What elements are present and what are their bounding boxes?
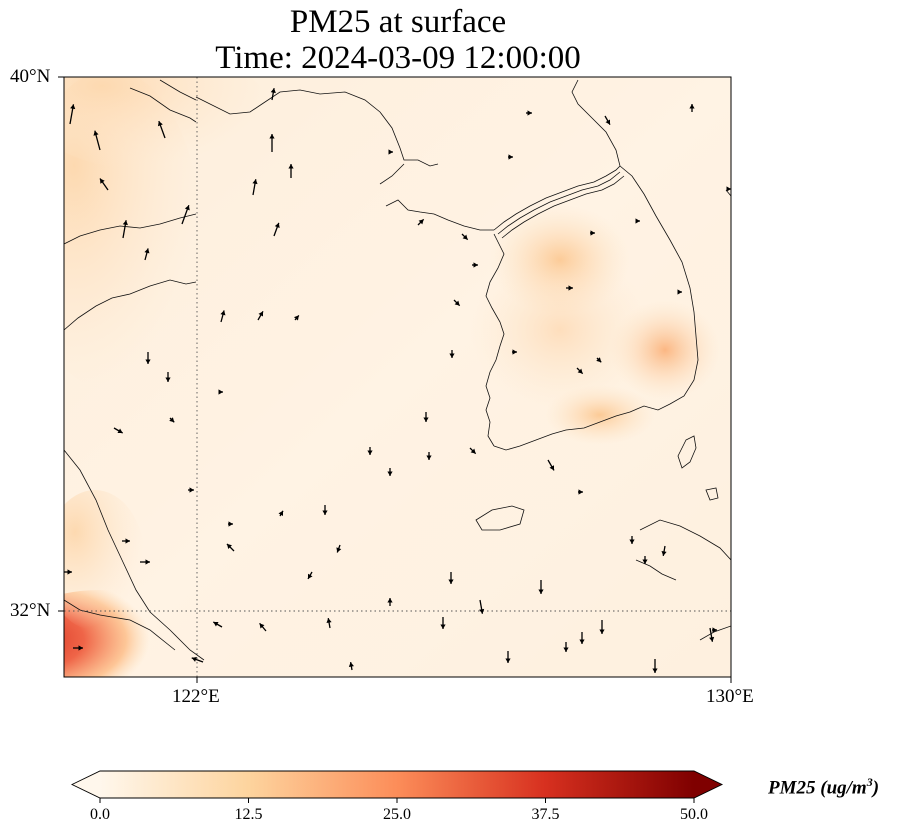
wind-arrow-head: [213, 621, 219, 627]
wind-arrow-head: [220, 310, 226, 316]
wind-arrow-head: [78, 645, 83, 651]
wind-arrow-head: [125, 538, 130, 544]
wind-arrow-head: [642, 559, 648, 564]
wind-arrow-head: [689, 104, 695, 109]
wind-arrow-head: [387, 598, 393, 603]
wind-arrow-head: [348, 662, 354, 668]
wind-arrow-head: [336, 547, 342, 553]
wind-arrow-head: [479, 608, 485, 614]
colorbar-tick-label: 37.5: [531, 806, 560, 823]
wind-arrow-head: [418, 219, 424, 225]
wind-arrow-head: [470, 448, 476, 454]
colorbar-extend-low: [72, 771, 100, 798]
wind-arrow-head: [508, 154, 513, 160]
wind-arrow-head: [709, 636, 715, 642]
wind-arrow-head: [426, 455, 432, 460]
map-frame: [63, 76, 732, 678]
wind-arrow-head: [462, 234, 468, 240]
wind-arrow-head: [449, 353, 455, 358]
wind-arrow-head: [387, 471, 393, 476]
wind-arrow-head: [274, 222, 280, 228]
wind-arrow-head: [527, 110, 532, 116]
wind-arrow-head: [93, 130, 99, 136]
wind-arrow-head: [157, 121, 163, 127]
wind-vectors: [64, 88, 731, 673]
wind-arrow-head: [712, 627, 717, 633]
colorbar-tick-label: 0.0: [90, 806, 110, 823]
wind-arrow-head: [288, 164, 294, 169]
wind-arrow-head: [278, 510, 284, 517]
wind-arrow-head: [635, 218, 640, 224]
wind-arrow-head: [726, 186, 731, 192]
lat-label-south: 32°N: [10, 600, 51, 621]
wind-arrow-head: [605, 119, 611, 125]
wind-arrow-head: [538, 589, 544, 594]
wind-arrow-head: [652, 668, 658, 673]
wind-arrow-head: [549, 465, 555, 471]
wind-arrow-head: [473, 262, 478, 268]
wind-arrow-head: [144, 248, 150, 254]
wind-arrow-head: [440, 624, 446, 629]
wind-arrow-head: [293, 315, 299, 321]
colorbar-tick-label: 50.0: [680, 806, 708, 823]
wind-arrow-head: [270, 88, 276, 94]
gridlines: [64, 77, 731, 677]
wind-arrow-head: [577, 368, 583, 374]
wind-arrow-head: [367, 450, 373, 455]
wind-arrow-head: [599, 629, 605, 634]
lat-label-north: 40°N: [10, 66, 51, 87]
wind-arrow-head: [448, 579, 454, 584]
colorbar-tick-label: 25.0: [383, 806, 411, 823]
wind-arrow-head: [568, 285, 573, 291]
wind-arrow-head: [259, 623, 265, 629]
wind-arrow-head: [423, 417, 429, 422]
colorbar-title: PM25 (ug/m3): [768, 775, 880, 799]
pm25-field: [64, 77, 731, 677]
wind-arrow-head: [122, 220, 128, 226]
wind-arrow-head: [117, 428, 123, 434]
map-title: PM25 at surface: [289, 4, 507, 40]
wind-arrow-head: [99, 178, 105, 184]
lon-label-west: 122°E: [172, 686, 220, 707]
coastlines: [64, 79, 731, 661]
colorbar-body: [100, 771, 694, 798]
wind-arrow-head: [145, 359, 151, 364]
wind-arrow-head: [578, 489, 583, 495]
wind-arrow-head: [661, 550, 667, 556]
wind-arrow-head: [145, 559, 150, 565]
wind-arrow-head: [189, 487, 194, 493]
wind-arrow-head: [70, 104, 76, 110]
wind-arrow-head: [454, 300, 460, 306]
wind-arrow-head: [218, 389, 223, 395]
wind-arrow-head: [169, 417, 175, 423]
map-time-subtitle: Time: 2024-03-09 12:00:00: [215, 40, 581, 76]
wind-arrow-head: [307, 573, 313, 579]
wind-arrow-head: [258, 311, 264, 317]
wind-arrow-head: [226, 543, 232, 549]
wind-arrow-head: [388, 149, 393, 155]
wind-arrow-head: [269, 134, 275, 139]
wind-arrow-head: [191, 656, 197, 662]
wind-arrow-head: [590, 230, 595, 236]
colorbar-extend-high: [694, 771, 722, 798]
wind-arrow-head: [563, 647, 569, 652]
colorbar: [70, 770, 724, 803]
wind-arrow-head: [326, 618, 332, 624]
wind-arrow-head: [505, 658, 511, 663]
wind-arrow-head: [579, 639, 585, 644]
wind-arrow-head: [322, 510, 328, 515]
wind-arrow-head: [252, 179, 258, 185]
wind-arrow-head: [677, 289, 682, 295]
wind-arrow-head: [165, 377, 171, 382]
wind-arrow-head: [629, 539, 635, 544]
colorbar-tick-label: 12.5: [234, 806, 263, 823]
wind-arrow-head: [512, 349, 517, 355]
lon-label-east: 130°E: [706, 686, 754, 707]
wind-arrow-head: [67, 569, 72, 575]
axis-ticks: [58, 76, 732, 683]
wind-arrow-head: [228, 521, 233, 527]
wind-arrow-head: [184, 205, 190, 211]
wind-arrow-head: [596, 357, 602, 363]
